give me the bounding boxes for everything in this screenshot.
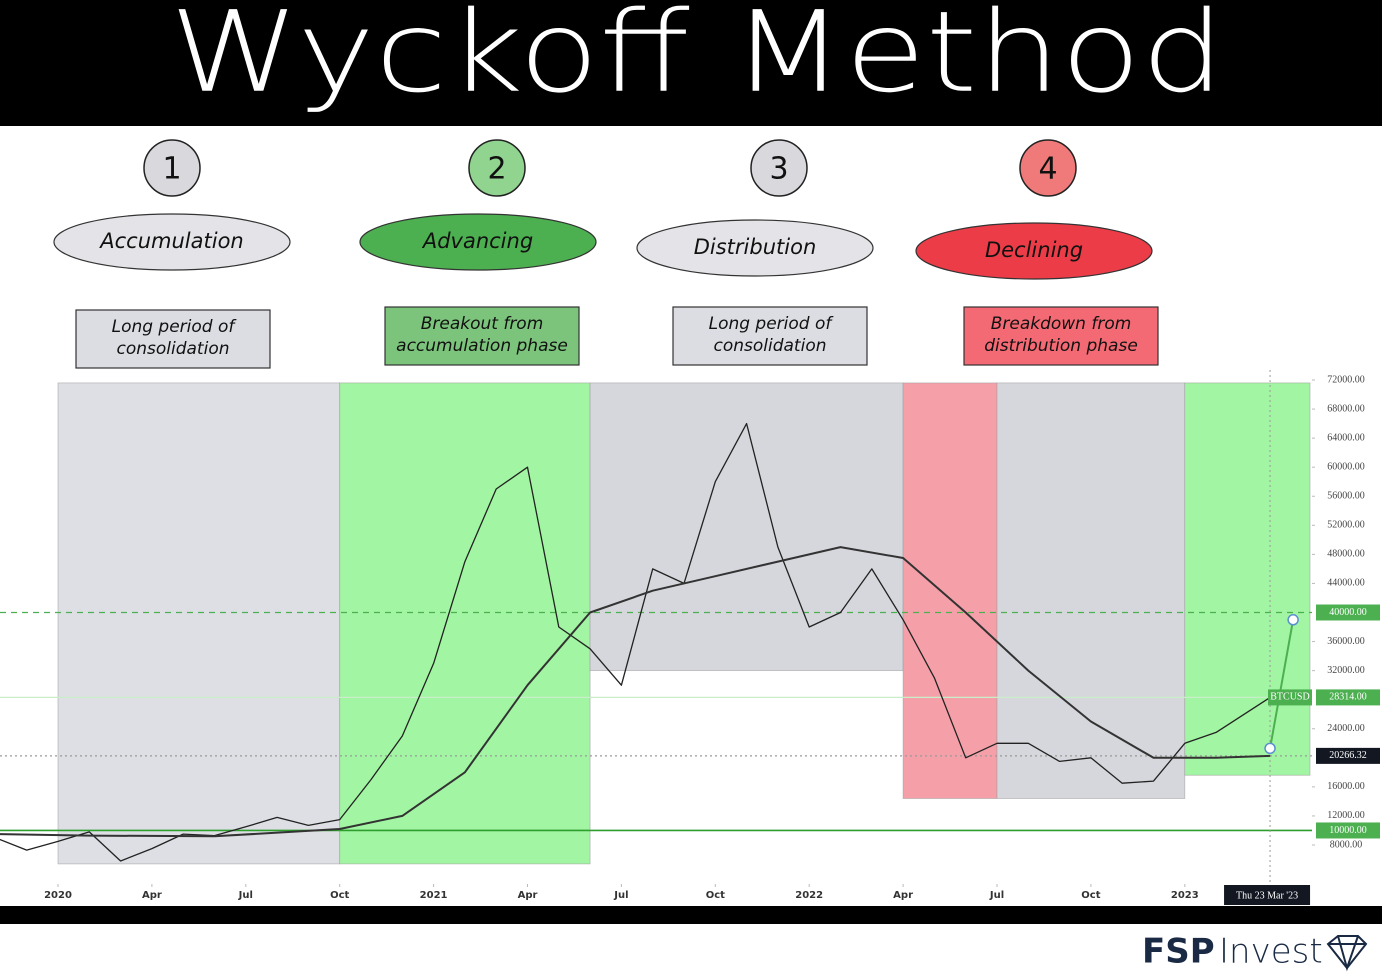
phase-number: 1 [162,152,181,187]
projection-arrow [1269,619,1295,749]
price-tag-label: 20266.32 [1329,750,1367,761]
phase-name: Accumulation [98,229,243,253]
brand-logo [1326,935,1368,972]
price-tag-label: 40000.00 [1329,607,1367,618]
y-tick-label: 44000.00 [1327,578,1365,589]
cursor-label: Thu 23 Mar '23 [1236,890,1298,901]
phase-ellipse [636,219,874,277]
phase-box [672,306,868,366]
x-tick-label: Jul [989,890,1004,901]
title-band [0,0,1382,126]
phase-number: 4 [1038,152,1057,187]
x-tick-label: Jul [613,890,628,901]
phase-circle [143,139,201,197]
phase-name: Declining [985,238,1083,262]
footer-band [0,906,1382,924]
brand-primary: FSP [1142,932,1215,972]
phase-number: 2 [487,152,506,187]
price-line [0,546,1271,838]
phase-region [589,382,904,672]
phase-box [384,306,580,366]
price-tag-label: 10000.00 [1329,825,1367,836]
phase-description: Long period of [112,317,238,337]
y-tick-label: 12000.00 [1327,810,1365,821]
phase-region [902,382,998,799]
x-tick-label: 2020 [44,890,72,901]
phase-description: Long period of [709,314,835,334]
phase-name: Advancing [421,229,533,253]
x-tick-label: 2023 [1171,890,1199,901]
price-tag [1316,822,1380,839]
y-tick-label: 8000.00 [1330,839,1363,850]
phase-number: 3 [769,152,788,187]
y-tick-label: 68000.00 [1327,403,1365,414]
chart-title: Wyckoff Method [170,0,1225,118]
phase-description: Breakdown from [991,314,1132,334]
y-tick-label: 48000.00 [1327,549,1365,560]
phase-description: distribution phase [984,336,1138,356]
phase-circle [750,139,808,197]
phase-region [339,382,591,865]
phase-name: Distribution [694,235,817,259]
y-tick-label: 52000.00 [1327,520,1365,531]
projection-point [1264,742,1276,755]
series-tag [1268,689,1312,706]
phase-description: accumulation phase [396,336,568,356]
x-tick-label: Apr [518,890,538,901]
phase-region [1184,382,1311,776]
y-tick-label: 32000.00 [1327,665,1365,676]
x-tick-label: Oct [330,890,349,901]
phase-description: consolidation [117,339,230,359]
phase-box [75,309,271,369]
price-tag [1316,604,1380,621]
y-tick-label: 60000.00 [1327,461,1365,472]
x-tick-label: Apr [893,890,913,901]
phase-ellipse [359,213,597,271]
price-tag [1316,689,1380,706]
x-tick-label: Oct [706,890,725,901]
y-tick-label: 36000.00 [1327,636,1365,647]
phase-region [996,382,1186,799]
y-tick-label: 16000.00 [1327,781,1365,792]
phase-circle [1019,139,1077,197]
phase-circle [468,139,526,197]
phase-ellipse [915,222,1153,280]
price-tag-label: 28314.00 [1329,692,1367,703]
y-tick-label: 24000.00 [1327,723,1365,734]
phase-description: Breakout from [421,314,544,334]
cursor-box [1224,885,1311,905]
phase-box [963,306,1159,366]
y-tick-label: 56000.00 [1327,491,1365,502]
x-tick-label: Oct [1081,890,1100,901]
series-tag-label: BTCUSD [1270,692,1309,703]
projection-point [1287,614,1299,626]
price-line [0,422,1271,862]
x-tick-label: Jul [238,890,253,901]
x-tick-label: 2021 [420,890,448,901]
y-tick-label: 64000.00 [1327,432,1365,443]
x-tick-label: Apr [142,890,162,901]
y-tick-label: 72000.00 [1327,374,1365,385]
x-tick-label: 2022 [795,890,823,901]
phase-ellipse [53,213,291,271]
phase-description: consolidation [714,336,827,356]
phase-region [57,382,341,865]
brand-secondary: Invest [1219,932,1323,972]
price-tag [1316,747,1380,764]
